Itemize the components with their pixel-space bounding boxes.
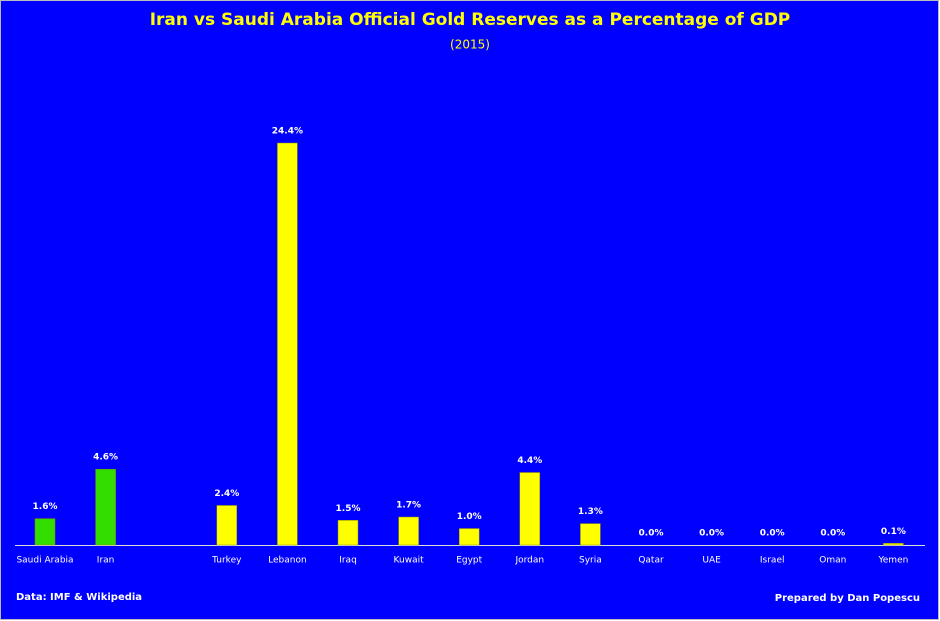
x-tick-label: Lebanon bbox=[268, 556, 307, 566]
x-tick-label: Syria bbox=[579, 556, 602, 566]
bar bbox=[95, 468, 116, 546]
value-label: 1.0% bbox=[457, 512, 482, 522]
bar bbox=[883, 543, 904, 546]
bar bbox=[580, 523, 601, 546]
x-tick-label: Yemen bbox=[877, 556, 908, 566]
value-label: 24.4% bbox=[272, 127, 303, 137]
x-tick-label: Iran bbox=[97, 556, 115, 566]
value-label: 0.0% bbox=[639, 529, 664, 539]
bar bbox=[34, 518, 56, 546]
source-note: Data: IMF & Wikipedia bbox=[16, 592, 142, 603]
x-tick-label: Saudi Arabia bbox=[16, 556, 73, 566]
bar bbox=[519, 472, 541, 546]
bar bbox=[277, 142, 298, 546]
value-label: 1.6% bbox=[33, 502, 58, 512]
bar bbox=[337, 520, 359, 546]
bar bbox=[458, 528, 480, 546]
x-tick-label: Qatar bbox=[638, 556, 664, 566]
value-label: 1.7% bbox=[396, 500, 421, 510]
bar bbox=[398, 516, 419, 546]
x-tick-label: Israel bbox=[760, 556, 785, 566]
value-label: 4.6% bbox=[93, 453, 118, 463]
x-tick-label: UAE bbox=[702, 556, 721, 566]
chart-title: Iran vs Saudi Arabia Official Gold Reser… bbox=[150, 10, 791, 30]
x-tick-label: Turkey bbox=[211, 556, 242, 566]
x-tick-label: Jordan bbox=[514, 556, 544, 566]
x-tick-label: Egypt bbox=[456, 556, 482, 566]
value-label: 0.0% bbox=[699, 529, 724, 539]
value-label: 4.4% bbox=[517, 456, 542, 466]
value-label: 0.1% bbox=[881, 527, 906, 537]
x-tick-label: Iraq bbox=[339, 556, 357, 566]
bar bbox=[216, 505, 238, 546]
chart-subtitle: (2015) bbox=[450, 38, 490, 52]
value-label: 0.0% bbox=[820, 529, 845, 539]
value-label: 0.0% bbox=[760, 529, 785, 539]
credit-note: Prepared by Dan Popescu bbox=[775, 593, 920, 604]
x-tick-label: Kuwait bbox=[394, 556, 425, 566]
value-label: 1.3% bbox=[578, 507, 603, 517]
x-tick-label: Oman bbox=[819, 556, 846, 566]
value-label: 1.5% bbox=[336, 504, 361, 514]
value-label: 2.4% bbox=[214, 489, 239, 499]
